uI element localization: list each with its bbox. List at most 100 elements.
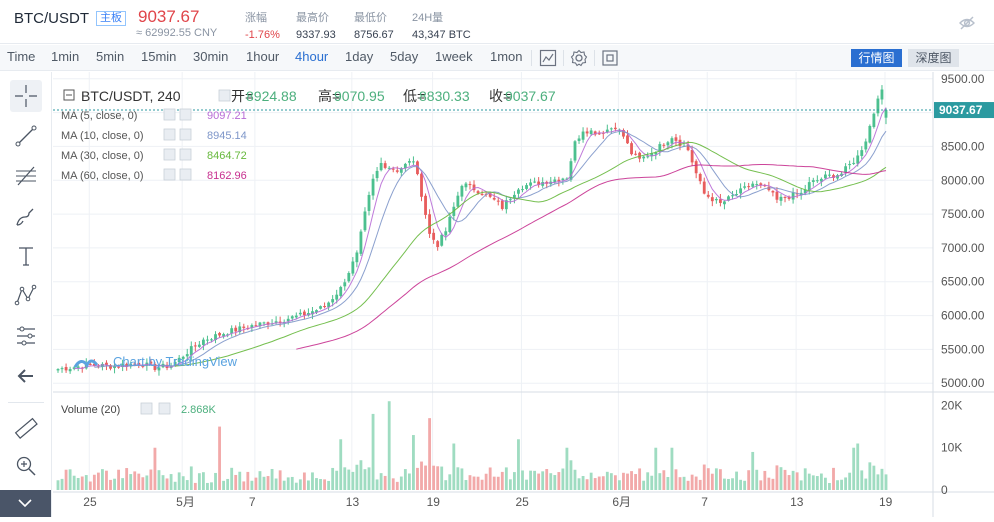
fullscreen-icon[interactable]	[600, 48, 620, 68]
volume-bar	[399, 476, 403, 490]
volume-bar	[856, 443, 860, 490]
ma-legend-value: 8945.14	[207, 130, 247, 142]
settings-icon[interactable]	[569, 48, 589, 68]
volume-bar	[545, 469, 549, 490]
collapse-toolbar-button[interactable]	[0, 490, 51, 517]
candle-body	[319, 306, 322, 309]
x-tick-label: 13	[346, 495, 360, 509]
volume-bar	[650, 475, 654, 490]
volume-bar	[601, 476, 605, 490]
volume-bar	[416, 467, 419, 490]
interval-15min[interactable]: 15min	[141, 49, 177, 64]
interval-time[interactable]: Time	[7, 49, 36, 64]
ruler-icon[interactable]	[10, 412, 42, 444]
interval-5day[interactable]: 5day	[390, 49, 419, 64]
volume-bar	[674, 469, 678, 490]
volume-bar	[654, 447, 658, 490]
interval-1week[interactable]: 1week	[435, 49, 473, 64]
volume-bar	[872, 465, 876, 490]
volume-bar	[848, 472, 852, 490]
volume-bar	[133, 471, 137, 490]
volume-bar	[84, 475, 88, 490]
candle-body	[363, 211, 367, 231]
candle-body	[424, 195, 427, 215]
fib-icon[interactable]	[10, 160, 42, 192]
candle-body	[347, 272, 351, 282]
volume-bar	[403, 469, 407, 490]
interval-4hour[interactable]: 4hour	[295, 49, 329, 64]
volume-bar	[230, 467, 234, 490]
volume-bar	[367, 467, 371, 490]
candle-body	[448, 216, 452, 233]
volume-bar	[807, 473, 811, 490]
stat-value: -1.76%	[245, 29, 280, 41]
x-tick-label: 25	[83, 495, 97, 509]
candle-body	[367, 194, 371, 211]
volume-bar	[307, 480, 310, 490]
volume-bar	[222, 480, 226, 490]
volume-bar	[541, 471, 545, 490]
volume-bar	[666, 477, 670, 490]
price-chart[interactable]: 9500.009000.008500.008000.007500.007000.…	[53, 72, 994, 517]
interval-1min[interactable]: 1min	[51, 49, 80, 64]
text-icon[interactable]	[10, 240, 42, 272]
interval-30min[interactable]: 30min	[193, 49, 229, 64]
candle-body	[420, 173, 423, 197]
brush-icon[interactable]	[10, 200, 42, 232]
volume-bar	[840, 479, 843, 490]
candle-body	[218, 333, 221, 336]
interval-1mon[interactable]: 1mon	[490, 49, 523, 64]
interval-1hour[interactable]: 1hour	[246, 49, 280, 64]
chart-area[interactable]: 9500.009000.008500.008000.007500.007000.…	[53, 72, 994, 517]
tradingview-watermark[interactable]: Chart by TradingView	[73, 354, 238, 369]
candle-body	[254, 325, 258, 327]
volume-bar	[60, 478, 64, 490]
back-arrow-icon[interactable]	[10, 360, 42, 392]
candle-body	[274, 321, 278, 323]
candle-body	[593, 131, 597, 135]
candle-body	[686, 144, 690, 151]
volume-bar	[803, 468, 807, 490]
interval-1day[interactable]: 1day	[345, 49, 374, 64]
volume-bar	[824, 477, 827, 490]
volume-bar	[557, 472, 561, 490]
depth-chart-button[interactable]: 深度图	[908, 49, 959, 67]
last-price-label: 9037.67	[939, 103, 983, 117]
candle-body	[436, 241, 440, 248]
candle-body	[654, 152, 658, 155]
volume-bar	[105, 470, 108, 490]
pattern-icon[interactable]	[10, 280, 42, 312]
legend-low: 8830.33	[419, 88, 470, 104]
y-tick-label: 5000.00	[941, 376, 985, 390]
volume-bar	[755, 469, 759, 490]
volume-bar	[125, 468, 129, 490]
volume-bar	[294, 482, 298, 490]
trendline-icon[interactable]	[10, 120, 42, 152]
candle-body	[836, 175, 839, 179]
market-chart-button[interactable]: 行情图	[851, 49, 902, 67]
candle-body	[286, 318, 290, 322]
zoom-icon[interactable]	[10, 450, 42, 482]
crosshair-icon[interactable]	[10, 80, 42, 112]
volume-bar	[193, 482, 197, 490]
eye-off-icon[interactable]	[958, 14, 976, 37]
volume-bar	[153, 447, 157, 490]
stat-value: 9337.93	[296, 29, 336, 41]
candle-body	[226, 334, 230, 336]
candle-body	[706, 194, 710, 197]
indicators-icon[interactable]	[538, 48, 558, 68]
candle-body	[718, 199, 722, 203]
stat-volume: 24H量 43,347 BTC	[412, 9, 471, 41]
volume-bar	[347, 469, 351, 490]
symbol-name[interactable]: BTC/USDT	[14, 10, 89, 27]
candle-body	[844, 166, 848, 173]
y-tick-label: 6500.00	[941, 275, 985, 289]
candle-body	[557, 179, 561, 182]
volume-bar	[751, 451, 755, 490]
volume-bar	[387, 401, 391, 490]
measure-icon[interactable]	[10, 320, 42, 352]
candle-body	[577, 138, 581, 141]
volume-bar	[197, 473, 201, 490]
candle-body	[662, 144, 666, 146]
interval-5min[interactable]: 5min	[96, 49, 125, 64]
